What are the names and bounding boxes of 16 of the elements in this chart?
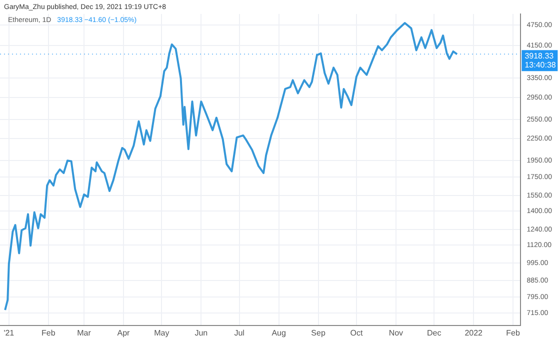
ref-line-label: 3918.33 bbox=[524, 51, 554, 60]
x-tick-label: Feb bbox=[506, 328, 520, 338]
text: 13:40:38 bbox=[524, 60, 556, 70]
x-tick-label: Apr bbox=[117, 328, 130, 338]
x-tick-label: Sep bbox=[311, 328, 326, 338]
x-tick-label: Nov bbox=[388, 328, 404, 338]
x-tick-label: Dec bbox=[427, 328, 442, 338]
x-tick-label: 2022 bbox=[464, 328, 484, 338]
x-tick-label: Aug bbox=[272, 328, 286, 338]
x-tick-label: Jun bbox=[194, 328, 208, 338]
x-tick-label: Feb bbox=[41, 328, 56, 338]
x-tick-label: Jul bbox=[234, 328, 245, 338]
x-tick-label: May bbox=[154, 328, 170, 338]
x-tick-label: Mar bbox=[77, 328, 92, 338]
x-tick-label: Oct bbox=[350, 328, 364, 338]
x-tick-label: '21 bbox=[4, 328, 15, 338]
